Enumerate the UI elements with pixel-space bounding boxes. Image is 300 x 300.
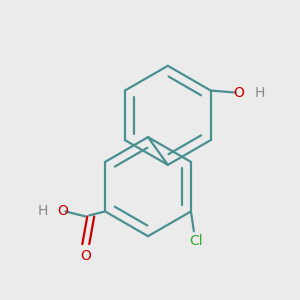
Text: O: O [233, 85, 244, 100]
Text: H: H [255, 85, 266, 100]
Text: O: O [57, 204, 68, 218]
Text: Cl: Cl [189, 234, 203, 248]
Text: O: O [80, 249, 91, 263]
Text: H: H [38, 204, 48, 218]
